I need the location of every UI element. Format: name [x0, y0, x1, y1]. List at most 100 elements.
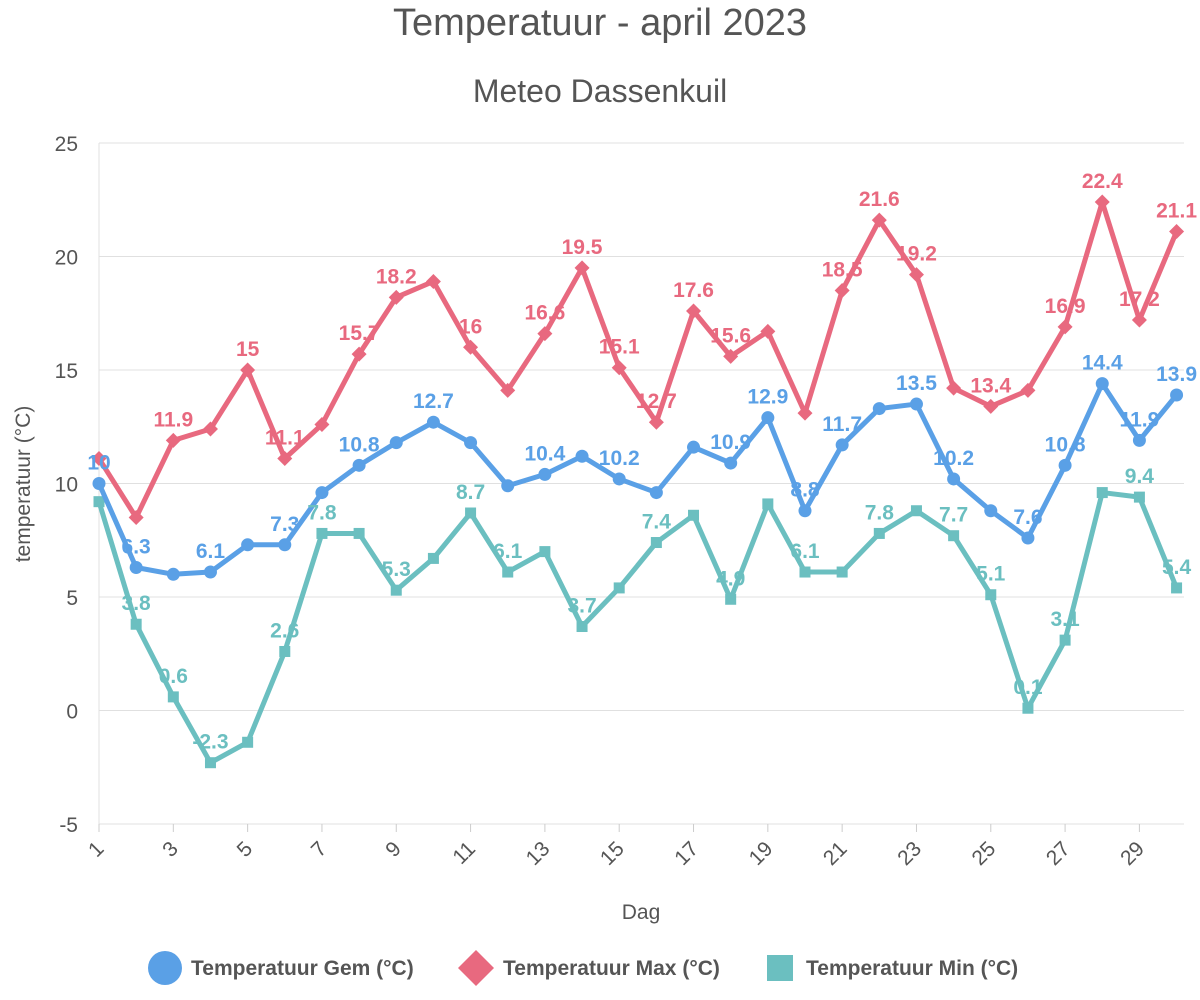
data-point[interactable]	[130, 618, 142, 630]
data-point[interactable]	[1022, 702, 1034, 714]
data-point[interactable]	[797, 405, 813, 421]
data-point[interactable]	[278, 538, 292, 552]
data-label: 15.6	[710, 324, 751, 347]
data-point[interactable]	[390, 584, 402, 596]
data-point[interactable]	[871, 212, 887, 228]
data-point[interactable]	[465, 507, 477, 519]
data-point[interactable]	[650, 537, 662, 549]
series-min	[93, 487, 1183, 769]
data-point[interactable]	[1095, 377, 1109, 391]
data-point[interactable]	[353, 527, 365, 539]
data-point[interactable]	[502, 566, 514, 578]
data-point[interactable]	[725, 593, 737, 605]
data-point[interactable]	[500, 382, 516, 398]
data-point[interactable]	[463, 339, 479, 355]
data-point[interactable]	[834, 283, 850, 299]
legend-item-gem[interactable]: Temperatuur Gem (°C)	[148, 951, 414, 985]
data-point[interactable]	[388, 289, 404, 305]
data-point[interactable]	[686, 303, 702, 319]
data-point[interactable]	[1132, 433, 1146, 447]
data-point[interactable]	[203, 565, 217, 579]
data-point[interactable]	[873, 527, 885, 539]
data-point[interactable]	[129, 560, 143, 574]
data-point[interactable]	[1170, 388, 1184, 402]
data-point[interactable]	[1059, 634, 1071, 646]
data-point[interactable]	[985, 589, 997, 601]
data-point[interactable]	[1169, 224, 1185, 240]
data-point[interactable]	[910, 505, 922, 517]
data-point[interactable]	[1058, 458, 1072, 472]
data-point[interactable]	[611, 360, 627, 376]
data-point[interactable]	[984, 504, 998, 518]
data-point[interactable]	[799, 566, 811, 578]
data-point[interactable]	[165, 432, 181, 448]
data-point[interactable]	[389, 436, 403, 450]
data-point[interactable]	[1133, 491, 1145, 503]
data-point[interactable]	[241, 538, 255, 552]
data-point[interactable]	[501, 479, 515, 493]
legend-item-min[interactable]: Temperatuur Min (°C)	[767, 955, 1018, 981]
data-point[interactable]	[724, 456, 738, 470]
data-point[interactable]	[537, 326, 553, 342]
data-point[interactable]	[92, 477, 106, 490]
data-point[interactable]	[1171, 582, 1183, 594]
data-point[interactable]	[798, 504, 812, 518]
data-point[interactable]	[723, 348, 739, 364]
data-point[interactable]	[574, 260, 590, 276]
data-point[interactable]	[687, 440, 701, 454]
data-point[interactable]	[91, 451, 107, 467]
data-point[interactable]	[1094, 194, 1110, 210]
data-point[interactable]	[762, 498, 774, 510]
data-point[interactable]	[242, 736, 254, 748]
data-point[interactable]	[688, 509, 700, 521]
data-point[interactable]	[426, 415, 440, 429]
data-point[interactable]	[351, 346, 367, 362]
data-point[interactable]	[836, 566, 848, 578]
data-point[interactable]	[240, 362, 256, 378]
data-point[interactable]	[648, 414, 664, 430]
data-point[interactable]	[576, 621, 588, 633]
data-point[interactable]	[166, 567, 180, 581]
data-point[interactable]	[1131, 312, 1147, 328]
legend-circle-icon	[148, 951, 182, 985]
data-point[interactable]	[538, 467, 552, 481]
data-point[interactable]	[983, 398, 999, 414]
y-axis-ticks: 25 20 15 10 5 0 -5	[55, 133, 78, 837]
data-point[interactable]	[760, 323, 776, 339]
data-point[interactable]	[316, 527, 328, 539]
data-point[interactable]	[427, 552, 439, 564]
data-point[interactable]	[1057, 319, 1073, 335]
data-point[interactable]	[167, 691, 179, 703]
data-point[interactable]	[1021, 531, 1035, 545]
data-point[interactable]	[613, 582, 625, 594]
data-point[interactable]	[464, 436, 478, 450]
data-point[interactable]	[314, 416, 330, 432]
data-point[interactable]	[947, 472, 961, 486]
data-point[interactable]	[204, 757, 216, 769]
data-point[interactable]	[425, 273, 441, 289]
data-point[interactable]	[575, 449, 589, 463]
data-point[interactable]	[128, 510, 144, 526]
data-point[interactable]	[872, 402, 886, 416]
data-point[interactable]	[1096, 487, 1108, 499]
data-point[interactable]	[93, 496, 105, 508]
data-point[interactable]	[908, 267, 924, 283]
data-point[interactable]	[279, 645, 291, 657]
data-point[interactable]	[277, 451, 293, 467]
data-point[interactable]	[835, 438, 849, 452]
data-point[interactable]	[761, 411, 775, 425]
data-point[interactable]	[649, 486, 663, 500]
data-point[interactable]	[612, 472, 626, 486]
series-line	[96, 490, 1180, 766]
legend-item-max[interactable]: Temperatuur Max (°C)	[458, 950, 720, 986]
data-point[interactable]	[948, 530, 960, 542]
data-label: 7.8	[865, 501, 895, 524]
data-point[interactable]	[1020, 382, 1036, 398]
data-point[interactable]	[352, 458, 366, 472]
data-point[interactable]	[539, 546, 551, 558]
data-point[interactable]	[946, 380, 962, 396]
data-label: 16.6	[524, 302, 565, 325]
data-point[interactable]	[315, 486, 329, 500]
data-point[interactable]	[202, 421, 218, 437]
data-point[interactable]	[909, 397, 923, 411]
